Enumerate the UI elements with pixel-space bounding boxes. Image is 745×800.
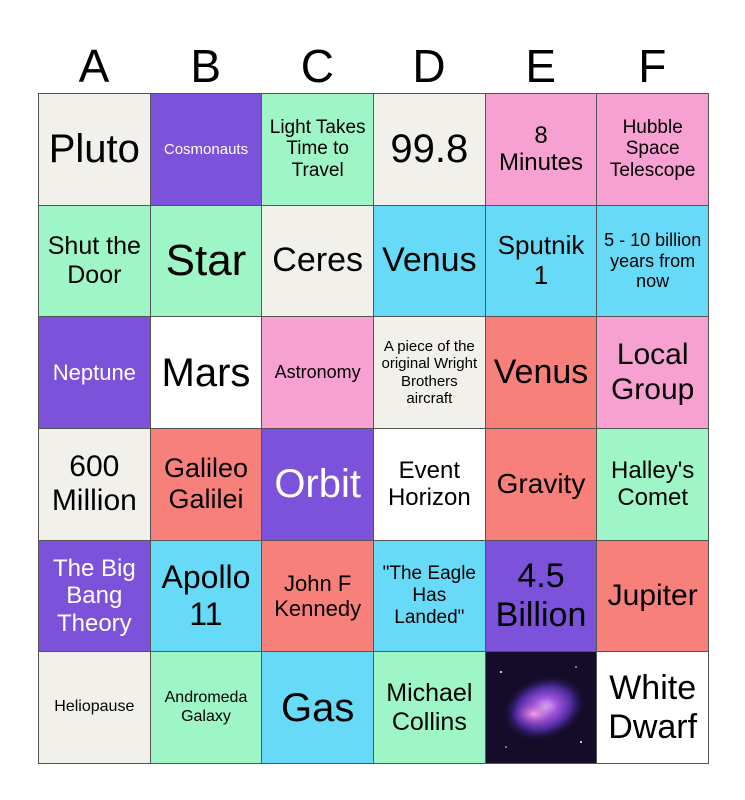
cell-text: Michael Collins xyxy=(386,678,473,736)
bingo-cell: Venus xyxy=(373,204,486,318)
column-letter: A xyxy=(78,40,110,92)
cell-text: Andromeda Galaxy xyxy=(164,689,248,725)
bingo-cell: Venus xyxy=(484,316,598,429)
bingo-cell: 5 - 10 billion years from now xyxy=(596,204,709,318)
cell-text: 600 Million xyxy=(51,449,137,518)
cell-text: Cosmonauts xyxy=(163,140,249,158)
cell-text: The Big Bang Theory xyxy=(52,554,136,637)
cell-text: Apollo 11 xyxy=(161,559,251,632)
free-space-image xyxy=(484,651,598,764)
bingo-cell: Sputnik 1 xyxy=(484,204,598,318)
bingo-cell: White Dwarf xyxy=(596,651,709,764)
cell-text: 99.8 xyxy=(390,127,469,172)
bingo-cell: Cosmonauts xyxy=(149,93,263,206)
bingo-cell: Gravity xyxy=(484,428,598,541)
bingo-cell: Astronomy xyxy=(261,316,374,429)
cell-text: White Dwarf xyxy=(608,668,698,746)
cell-text: 5 - 10 billion years from now xyxy=(604,229,702,292)
bingo-cell: 99.8 xyxy=(373,93,486,206)
cell-text: Sputnik 1 xyxy=(497,230,585,290)
bingo-cell: Light Takes Time to Travel xyxy=(261,93,374,206)
cell-text: Astronomy xyxy=(274,362,361,383)
cell-text: Neptune xyxy=(52,360,136,385)
bingo-cell: Gas xyxy=(261,651,374,764)
bingo-cell: Mars xyxy=(149,316,263,429)
cell-text: Orbit xyxy=(274,462,361,507)
cell-text: Local Group xyxy=(610,338,695,406)
cell-text: John F Kennedy xyxy=(274,570,362,621)
cell-text: Mars xyxy=(161,350,251,395)
bingo-cell: A piece of the original Wright Brothers … xyxy=(373,316,486,429)
cell-text: "The Eagle Has Landed" xyxy=(382,563,476,628)
nebula xyxy=(485,652,597,764)
bingo-cell: Local Group xyxy=(596,316,709,429)
bingo-cell: "The Eagle Has Landed" xyxy=(373,539,486,653)
bingo-cell: Pluto xyxy=(38,93,151,206)
cell-text: Gas xyxy=(280,685,355,730)
cell-text: Pluto xyxy=(48,127,140,172)
bingo-cell: The Big Bang Theory xyxy=(38,539,151,653)
bingo-cell: Galileo Galilei xyxy=(149,428,263,541)
cell-text: Galileo Galilei xyxy=(163,453,248,515)
cell-text: Venus xyxy=(493,353,589,392)
column-letter: F xyxy=(638,40,667,92)
bingo-cell: Michael Collins xyxy=(373,651,486,764)
column-letter: E xyxy=(525,40,557,92)
bingo-cell: John F Kennedy xyxy=(261,539,374,653)
cell-text: 8 Minutes xyxy=(498,121,584,177)
cell-text: Heliopause xyxy=(54,698,135,716)
cell-text: Venus xyxy=(382,241,477,280)
bingo-cell: Star xyxy=(149,204,263,318)
cell-text: A piece of the original Wright Brothers … xyxy=(381,338,478,407)
cell-text: Shut the Door xyxy=(47,232,141,289)
bingo-cell: 4.5 Billion xyxy=(484,539,598,653)
cell-text: Star xyxy=(165,235,247,285)
column-letter: D xyxy=(412,40,446,92)
bingo-cell: Halley's Comet xyxy=(596,428,709,541)
cell-text: 4.5 Billion xyxy=(495,556,587,634)
bingo-cell: Orbit xyxy=(261,428,374,541)
bingo-cell: Jupiter xyxy=(596,539,709,653)
cell-text: Hubble Space Telescope xyxy=(609,116,696,182)
cell-text: Halley's Comet xyxy=(611,456,695,512)
bingo-cell: Shut the Door xyxy=(38,204,151,318)
bingo-grid: Pluto Cosmonauts Light Takes Time to Trave… xyxy=(38,93,709,764)
cell-text: Ceres xyxy=(272,241,363,280)
cell-text: Light Takes Time to Travel xyxy=(269,116,366,182)
bingo-cell: 600 Million xyxy=(38,428,151,541)
cell-text: Jupiter xyxy=(607,578,698,612)
bingo-cell: Heliopause xyxy=(38,651,151,764)
cell-text: Event Horizon xyxy=(387,456,471,512)
bingo-cell: Neptune xyxy=(38,316,151,429)
bingo-cell: Event Horizon xyxy=(373,428,486,541)
bingo-cell: 8 Minutes xyxy=(484,93,598,206)
column-letter: C xyxy=(300,40,334,92)
bingo-cell: Apollo 11 xyxy=(149,539,263,653)
cell-text: Gravity xyxy=(496,468,586,500)
column-letter: B xyxy=(190,40,221,92)
bingo-cell: Ceres xyxy=(261,204,374,318)
bingo-cell: Andromeda Galaxy xyxy=(149,651,263,764)
bingo-cell: Hubble Space Telescope xyxy=(596,93,709,206)
